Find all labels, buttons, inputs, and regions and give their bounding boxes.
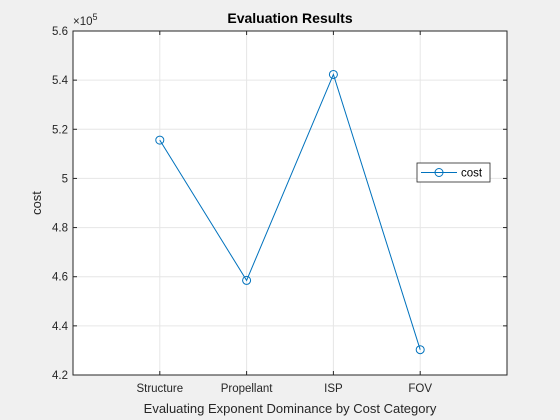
- y-tick-label: 5.4: [52, 75, 69, 87]
- chart-title: Evaluation Results: [227, 10, 352, 26]
- axes-frame: [72, 30, 508, 376]
- axes-background: [73, 31, 507, 375]
- y-tick-label: 4.8: [52, 223, 68, 235]
- legend-label: cost: [461, 168, 483, 180]
- axes-box: [72, 30, 508, 376]
- series-line-cost: [159, 73, 421, 350]
- y-exponent: ×105: [73, 12, 98, 28]
- x-tick-label: Structure: [136, 383, 183, 395]
- y-tick-label: 5.2: [52, 124, 68, 136]
- y-tick-label: 5: [62, 173, 68, 185]
- ticks: 4.2 4.4 4.6 4.8 5 5.2 5.4 5.6 Structure Propellan…: [52, 26, 507, 395]
- y-tick-label: 4.6: [52, 272, 68, 284]
- y-tick-label: 4.4: [52, 321, 69, 333]
- y-tick-label: 4.2: [52, 370, 68, 382]
- y-exponent-power: 5: [93, 12, 98, 22]
- y-tick-label: 5.6: [52, 26, 68, 38]
- x-tick-label: Propellant: [221, 383, 274, 395]
- data-point-structure: [155, 135, 165, 145]
- x-tick-label: ISP: [324, 383, 343, 395]
- data-point-propellant: [242, 275, 252, 285]
- y-axis-label: cost: [29, 191, 44, 215]
- legend-marker: [434, 168, 444, 177]
- y-exponent-base: ×10: [73, 16, 93, 28]
- x-axis-label: Evaluating Exponent Dominance by Cost Ca…: [144, 401, 437, 416]
- x-tick-label: FOV: [408, 383, 432, 395]
- legend[interactable]: cost: [416, 162, 491, 183]
- series: [155, 69, 425, 355]
- svg-text:×105: ×105: [73, 12, 98, 28]
- data-point-isp: [328, 69, 338, 79]
- data-point-fov: [415, 345, 425, 355]
